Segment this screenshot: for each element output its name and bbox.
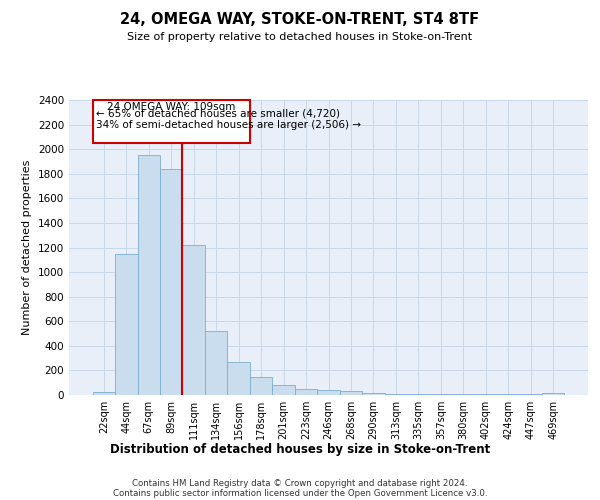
Y-axis label: Number of detached properties: Number of detached properties (22, 160, 32, 335)
Bar (497, 394, 520, 395)
Bar (160, 169, 182, 395)
Bar (475, 394, 497, 395)
Text: Distribution of detached houses by size in Stoke-on-Trent: Distribution of detached houses by size … (110, 442, 490, 456)
Text: Size of property relative to detached houses in Stoke-on-Trent: Size of property relative to detached ho… (127, 32, 473, 42)
Bar (542, 392, 565, 395)
Bar (92, 392, 115, 395)
Bar (452, 394, 475, 395)
Bar (362, 392, 385, 395)
Bar (385, 394, 407, 395)
Bar (227, 362, 250, 395)
Text: 24 OMEGA WAY: 109sqm: 24 OMEGA WAY: 109sqm (107, 102, 235, 112)
Bar (182, 245, 205, 395)
Text: ← 65% of detached houses are smaller (4,720)
34% of semi-detached houses are lar: ← 65% of detached houses are smaller (4,… (96, 108, 361, 130)
Text: Contains HM Land Registry data © Crown copyright and database right 2024.: Contains HM Land Registry data © Crown c… (132, 479, 468, 488)
Bar (205, 331, 227, 395)
Bar (272, 385, 295, 395)
FancyBboxPatch shape (92, 100, 250, 143)
Bar (115, 254, 137, 395)
Text: Contains public sector information licensed under the Open Government Licence v3: Contains public sector information licen… (113, 489, 487, 498)
Text: 24, OMEGA WAY, STOKE-ON-TRENT, ST4 8TF: 24, OMEGA WAY, STOKE-ON-TRENT, ST4 8TF (121, 12, 479, 28)
Bar (137, 156, 160, 395)
Bar (317, 390, 340, 395)
Bar (407, 394, 430, 395)
Bar (250, 376, 272, 395)
Bar (430, 394, 452, 395)
Bar (295, 389, 317, 395)
Bar (520, 394, 542, 395)
Bar (340, 390, 362, 395)
